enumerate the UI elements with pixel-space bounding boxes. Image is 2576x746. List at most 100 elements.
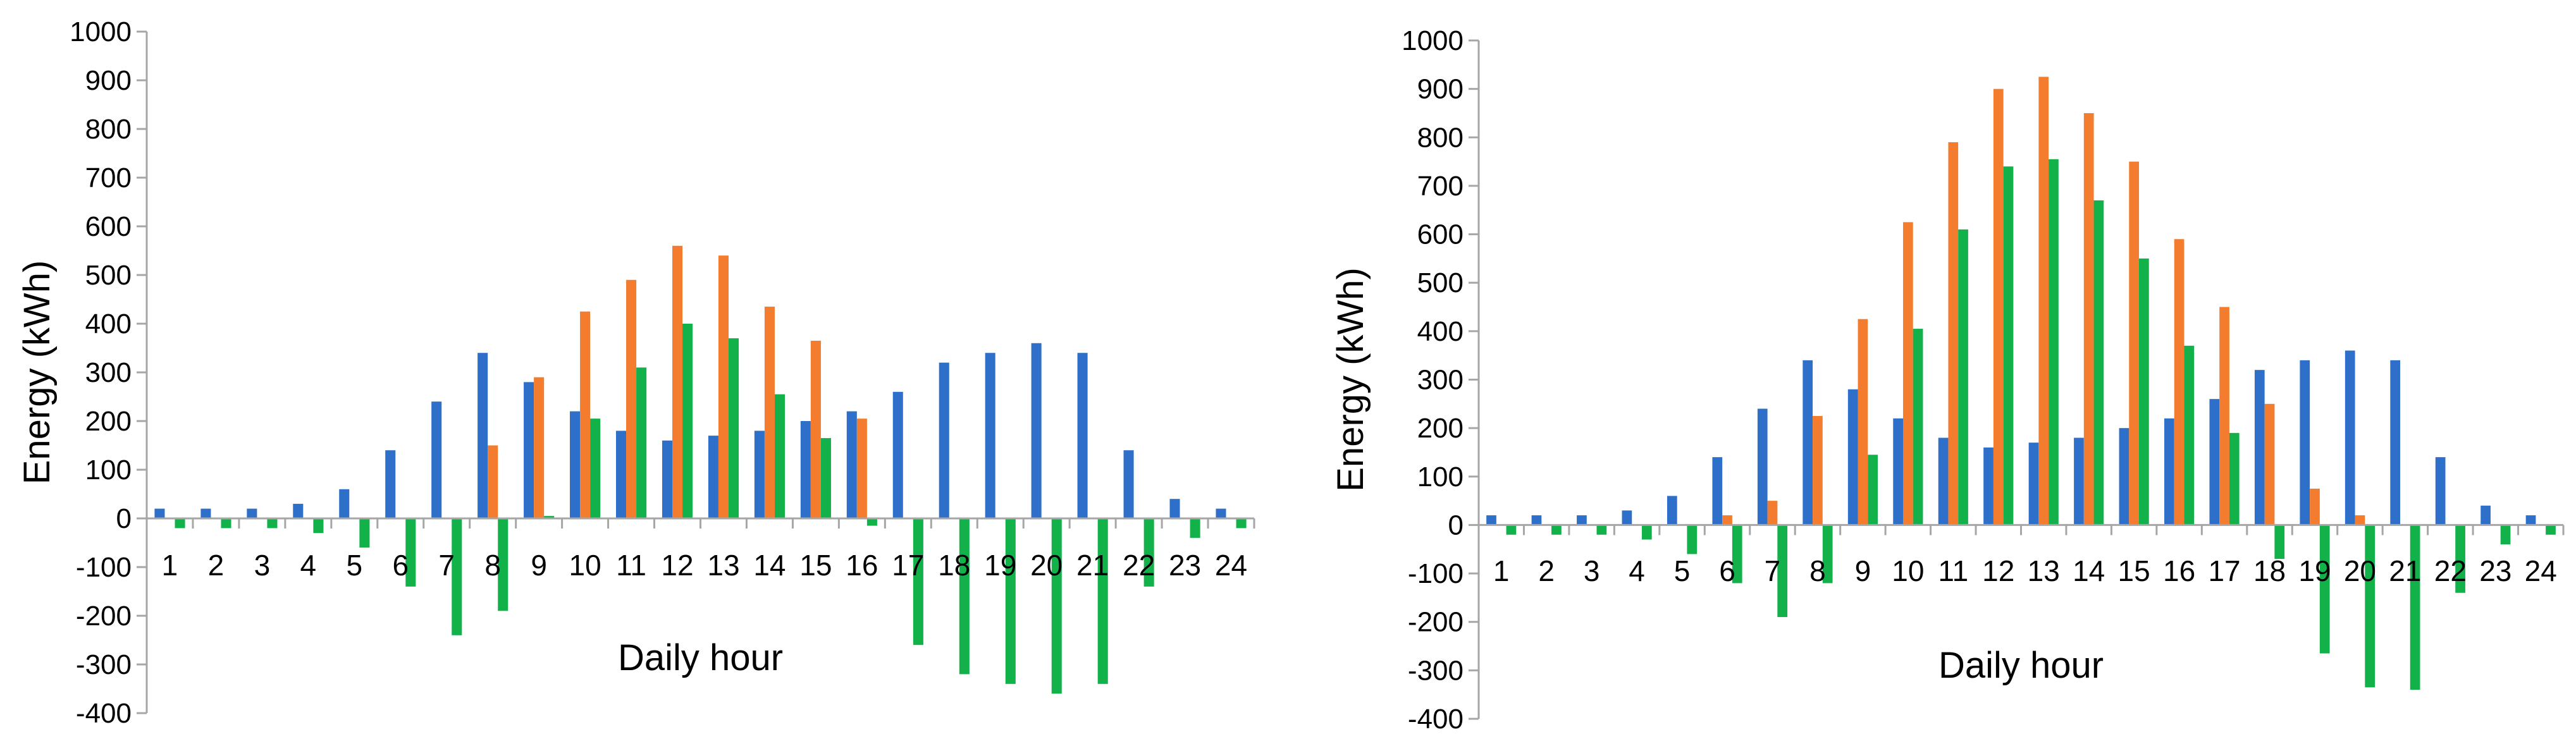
bar-series-1 — [1577, 515, 1587, 525]
bar-series-1 — [1622, 510, 1632, 525]
x-tick-label: 19 — [2298, 554, 2331, 587]
bar-series-1 — [200, 508, 211, 518]
y-tick-label: 400 — [85, 309, 132, 339]
bar-series-1 — [293, 503, 304, 518]
bar-series-3 — [2365, 525, 2376, 688]
left-chart: -400 -300 -200 -100 0 100 200 300 400 500 600 700 80… — [0, 0, 1288, 743]
bar-series-1 — [1486, 515, 1496, 525]
bar-series-3 — [820, 437, 831, 518]
bar-series-3 — [1551, 525, 1562, 535]
bar-series-1 — [615, 431, 627, 518]
bar-series-1 — [1938, 437, 1949, 525]
right-chart: -400 -300 -200 -100 0 100 200 300 400 500 600 700 80… — [1288, 0, 2576, 743]
x-tick-label: 17 — [2208, 554, 2240, 587]
bar-series-3 — [2410, 525, 2420, 690]
bar-series-3 — [2139, 258, 2149, 525]
y-tick-label: -100 — [1408, 558, 1464, 589]
bar-series-1 — [1847, 389, 1858, 525]
bar-series-3 — [1190, 518, 1200, 538]
x-tick-label: 8 — [1809, 554, 1826, 587]
bar-series-3 — [1051, 518, 1062, 694]
bar-series-1 — [1983, 447, 1994, 525]
y-tick-label: 0 — [1448, 510, 1464, 541]
bar-series-2 — [764, 307, 775, 518]
y-tick-label: -100 — [76, 552, 132, 583]
bar-series-3 — [1958, 229, 1968, 525]
y-tick-label: -300 — [76, 649, 132, 680]
bar-series-1 — [1531, 515, 1542, 525]
bar-series-3 — [729, 338, 739, 518]
x-axis-title: Daily hour — [618, 637, 783, 678]
bar-series-2 — [2038, 76, 2049, 525]
y-tick-label: 800 — [85, 114, 132, 145]
x-tick-label: 23 — [1169, 549, 1201, 582]
x-tick-label: 2 — [208, 549, 225, 582]
x-tick-label: 18 — [2253, 554, 2286, 587]
bar-series-1 — [1031, 343, 1042, 518]
x-tick-label: 20 — [1030, 549, 1063, 582]
bar-series-3 — [913, 518, 923, 645]
bar-series-3 — [866, 518, 877, 526]
bar-series-1 — [892, 391, 903, 518]
bar-series-1 — [754, 431, 765, 518]
x-tick-label: 19 — [984, 549, 1016, 582]
bar-series-2 — [1813, 415, 1823, 525]
x-tick-label: 3 — [254, 549, 271, 582]
x-tick-label: 23 — [2479, 554, 2511, 587]
bar-series-1 — [478, 353, 488, 518]
bar-series-1 — [2164, 418, 2174, 525]
bar-series-1 — [524, 382, 534, 518]
x-tick-label: 15 — [2118, 554, 2150, 587]
bar-series-2 — [2310, 488, 2320, 525]
x-tick-label: 21 — [2389, 554, 2421, 587]
right-chart-svg: -400 -300 -200 -100 0 100 200 300 400 500 600 700 80… — [1330, 25, 2565, 735]
bar-series-3 — [544, 516, 555, 518]
bar-series-3 — [2546, 525, 2556, 535]
y-tick-label: 200 — [1417, 413, 1464, 444]
bar-series-3 — [175, 518, 185, 529]
y-tick-label: 600 — [1417, 219, 1464, 250]
x-tick-label: 1 — [1493, 554, 1510, 587]
x-tick-label: 20 — [2344, 554, 2376, 587]
bar-series-2 — [1858, 319, 1868, 525]
y-tick-label: 500 — [85, 260, 132, 291]
bar-series-2 — [488, 445, 498, 518]
bar-series-2 — [534, 377, 545, 518]
bar-series-3 — [1732, 525, 1742, 584]
bar-series-2 — [810, 340, 821, 518]
bar-series-2 — [856, 419, 867, 518]
x-tick-label: 15 — [799, 549, 832, 582]
x-tick-label: 17 — [892, 549, 924, 582]
bar-series-2 — [1993, 89, 2004, 525]
x-axis-title: Daily hour — [1938, 645, 2104, 686]
bar-series-3 — [1822, 525, 1833, 584]
bar-series-1 — [846, 411, 857, 518]
bar-series-3 — [2229, 432, 2240, 525]
x-tick-label: 10 — [569, 549, 601, 582]
x-tick-label: 21 — [1076, 549, 1109, 582]
x-tick-label: 14 — [753, 549, 786, 582]
x-tick-label: 16 — [846, 549, 878, 582]
bar-series-1 — [385, 450, 396, 518]
x-tick-label: 16 — [2163, 554, 2195, 587]
x-tick-label: 4 — [1629, 554, 1645, 587]
bar-series-3 — [636, 367, 647, 518]
y-tick-label: -400 — [76, 698, 132, 729]
bar-series-1 — [1803, 360, 1813, 525]
bar-series-2 — [626, 279, 637, 518]
bar-series-3 — [1005, 518, 1016, 684]
y-tick-label: 900 — [1417, 74, 1464, 105]
bar-series-1 — [2480, 505, 2491, 525]
bar-series-1 — [2300, 360, 2310, 525]
y-tick-label: 100 — [85, 455, 132, 486]
x-tick-label: 3 — [1584, 554, 1600, 587]
bar-series-1 — [2254, 370, 2265, 525]
bar-series-1 — [2390, 360, 2401, 525]
bar-series-3 — [682, 324, 693, 518]
bar-series-2 — [672, 245, 683, 518]
bar-series-3 — [2500, 525, 2511, 545]
bar-series-3 — [959, 518, 970, 675]
bar-series-2 — [2174, 239, 2185, 525]
bar-series-1 — [431, 401, 442, 518]
x-tick-label: 6 — [392, 549, 409, 582]
